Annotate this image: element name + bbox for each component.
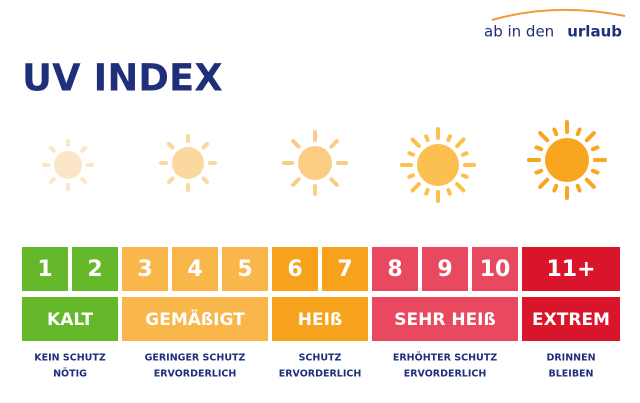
sun-ray: [590, 145, 600, 152]
sun-core: [545, 138, 589, 182]
index-number: 6: [287, 257, 302, 282]
index-box: [72, 247, 118, 291]
level-description: NÖTIG: [53, 369, 87, 380]
index-box: [322, 247, 368, 291]
sun-ray: [410, 182, 421, 193]
sun-ray: [407, 151, 416, 157]
sun-ray: [538, 177, 550, 189]
sun-core: [417, 144, 459, 186]
index-box: [22, 247, 68, 291]
sun-ray: [329, 177, 339, 187]
index-number: 10: [480, 257, 511, 282]
index-number: 1: [37, 257, 52, 282]
sun-ray: [410, 137, 421, 148]
logo-arc: [491, 8, 626, 21]
level-bar: [122, 297, 268, 341]
index-box: [222, 247, 268, 291]
level-description: ERHÖHTER SCHUTZ: [393, 353, 497, 364]
index-box: [522, 247, 620, 291]
sun-ray: [407, 173, 416, 179]
sun-core: [298, 146, 332, 180]
index-number: 7: [337, 257, 352, 282]
sun-ray: [49, 146, 56, 153]
level-bar: [522, 297, 620, 341]
level-bar: [372, 297, 518, 341]
sun-ray: [446, 134, 452, 143]
level-label: KALT: [47, 310, 93, 330]
sun-ray: [584, 177, 596, 189]
sun-ray: [80, 146, 87, 153]
sun-ray: [575, 183, 582, 193]
index-number: 9: [437, 257, 452, 282]
level-description: ERVORDERLICH: [279, 369, 362, 380]
level-description: BLEIBEN: [549, 369, 594, 380]
sun-ray: [166, 176, 175, 185]
sun-ray: [291, 177, 301, 187]
index-box: [172, 247, 218, 291]
sun-ray: [455, 182, 466, 193]
sun-ray: [201, 176, 210, 185]
sun-ray: [460, 173, 469, 179]
sun-ray: [446, 187, 452, 196]
level-label: EXTREM: [532, 310, 610, 330]
level-label: HEIß: [298, 310, 342, 330]
sun-ray: [552, 183, 559, 193]
sun-ray: [201, 141, 210, 150]
sun-ray: [424, 134, 430, 143]
sun-ray: [584, 131, 596, 143]
level-label: SEHR HEIß: [394, 310, 496, 330]
level-label: GEMÄßIGT: [145, 308, 245, 330]
index-number: 5: [237, 257, 252, 282]
level-description: ERVORDERLICH: [154, 369, 237, 380]
sun-core: [172, 147, 204, 179]
level-description: GERINGER SCHUTZ: [145, 353, 246, 364]
level-description: ERVORDERLICH: [404, 369, 487, 380]
index-box: [472, 247, 518, 291]
title: UV INDEX: [22, 57, 223, 100]
index-box: [272, 247, 318, 291]
sun-ray: [455, 137, 466, 148]
sun-ray: [590, 168, 600, 175]
logo-prefix: ab in den: [484, 23, 554, 41]
index-box: [372, 247, 418, 291]
sun-ray: [552, 127, 559, 137]
index-number: 11+: [546, 257, 595, 282]
level-bar: [22, 297, 118, 341]
sun-ray: [166, 141, 175, 150]
logo-suffix: urlaub: [567, 23, 622, 41]
level-description: SCHUTZ: [299, 353, 342, 364]
sun-ray: [460, 151, 469, 157]
sun-ray: [538, 131, 550, 143]
sun-ray: [424, 187, 430, 196]
level-description: DRINNEN: [546, 353, 595, 364]
index-number: 2: [87, 257, 102, 282]
sun-ray: [80, 177, 87, 184]
index-number: 8: [387, 257, 402, 282]
index-number: 4: [187, 257, 202, 282]
sun-ray: [329, 139, 339, 149]
level-bar: [272, 297, 368, 341]
sun-ray: [291, 139, 301, 149]
index-box: [422, 247, 468, 291]
index-number: 3: [137, 257, 152, 282]
index-box: [122, 247, 168, 291]
sun-ray: [575, 127, 582, 137]
sun-ray: [49, 177, 56, 184]
level-description: KEIN SCHUTZ: [34, 353, 106, 364]
sun-ray: [534, 168, 544, 175]
sun-ray: [534, 145, 544, 152]
sun-core: [54, 151, 82, 179]
